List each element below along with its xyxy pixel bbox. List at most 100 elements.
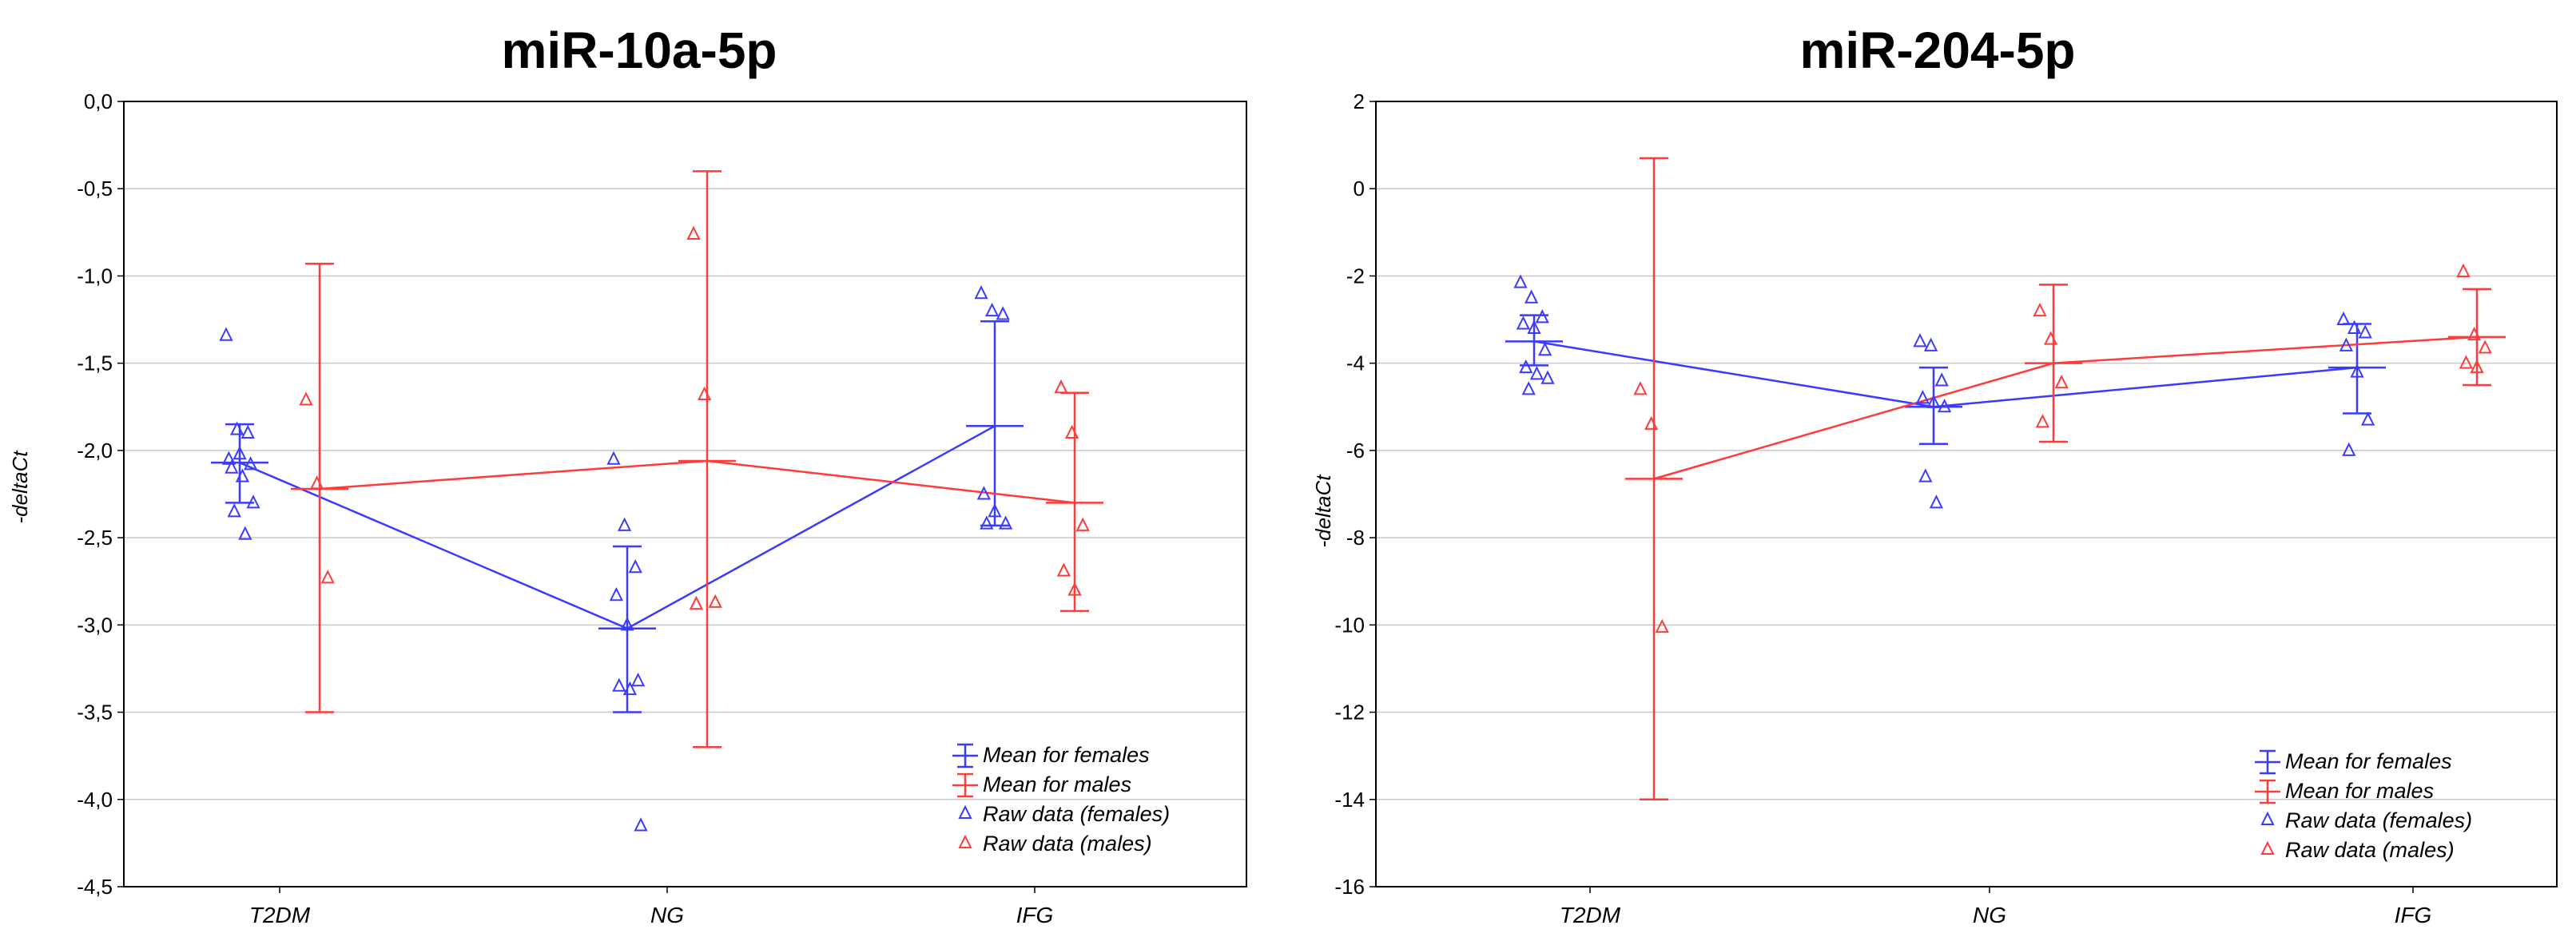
y-tick-label: -3,0 — [77, 613, 113, 637]
raw-point-males — [320, 570, 335, 584]
raw-point-males — [1655, 618, 1669, 633]
raw-point-females — [233, 446, 247, 460]
y-tick-label: 2 — [1354, 89, 1365, 113]
raw-point-females — [998, 515, 1013, 530]
x-tick-label: T2DM — [249, 903, 311, 927]
series-line-females — [239, 425, 996, 630]
raw-point-males — [1633, 381, 1648, 395]
raw-point-females — [612, 677, 626, 692]
raw-point-females — [2342, 442, 2356, 456]
error-bar-females — [2328, 323, 2386, 415]
error-bar-males — [1625, 157, 1683, 801]
raw-point-females — [1926, 394, 1941, 408]
x-tick-label: IFG — [2395, 903, 2432, 927]
chart-title: miR-204-5p — [1800, 22, 2076, 79]
raw-point-females — [1923, 337, 1938, 351]
raw-point-females — [1535, 309, 1549, 324]
raw-point-females — [225, 459, 239, 474]
y-tick-label: -10 — [1334, 613, 1365, 637]
x-tick-label: NG — [650, 903, 684, 927]
y-tick-label: -3,5 — [77, 701, 113, 725]
y-tick-label: -2 — [1346, 264, 1365, 288]
raw-point-males — [2467, 326, 2482, 341]
raw-point-males — [2033, 302, 2047, 317]
raw-point-females — [2339, 337, 2354, 351]
legend: Mean for females Mean for males Raw data (… — [2255, 749, 2472, 862]
raw-point-females — [1527, 320, 1541, 334]
raw-point-females — [2360, 411, 2375, 426]
chart-2: miR-204-5p 2 0 -2 -4 -6 -8 -10 -12 -14 -16 T2DM NG IF… — [1311, 22, 2558, 927]
legend-label: Raw data (females) — [983, 802, 1170, 826]
raw-point-females — [1937, 399, 1952, 413]
raw-point-females — [988, 503, 1002, 518]
raw-point-males — [1054, 379, 1068, 394]
raw-point-females — [628, 559, 642, 574]
y-tick-label: -1,0 — [77, 264, 113, 288]
raw-point-females — [1521, 381, 1536, 395]
chart-title: miR-10a-5p — [502, 22, 777, 79]
y-tick-label: -16 — [1334, 875, 1365, 899]
plot-frame — [123, 101, 1247, 887]
error-bar-males — [1046, 391, 1103, 613]
raw-point-females — [1524, 289, 1539, 304]
raw-point-males — [1644, 415, 1659, 431]
raw-point-males — [2035, 414, 2050, 428]
raw-point-females — [2336, 311, 2351, 326]
raw-point-females — [974, 285, 988, 300]
raw-point-females — [243, 456, 258, 471]
raw-point-females — [219, 327, 233, 341]
raw-point-females — [1913, 333, 1927, 347]
legend-label: Mean for females — [2285, 749, 2452, 773]
raw-point-males — [1064, 424, 1079, 439]
raw-point-females — [634, 817, 648, 832]
error-bar-males — [2448, 288, 2506, 387]
raw-point-females — [984, 302, 1000, 317]
y-tick-label: -14 — [1334, 788, 1365, 812]
raw-point-females — [1915, 390, 1930, 404]
y-axis-label: -deltaCt — [8, 450, 32, 524]
x-tick-label: IFG — [1016, 903, 1054, 927]
legend-label: Mean for females — [983, 743, 1150, 767]
series-line-males — [319, 459, 1075, 504]
raw-point-females — [630, 672, 646, 687]
raw-point-females — [2350, 363, 2364, 378]
raw-point-males — [2478, 339, 2492, 354]
raw-point-males — [1067, 582, 1082, 596]
raw-point-females — [221, 451, 237, 465]
chart-1: miR-10a-5p 0,0 -0,5 -1,0 -1,5 -2,0 -2,5 -3,0 -3,… — [8, 22, 1247, 927]
raw-point-females — [996, 306, 1010, 320]
legend-label: Raw data (males) — [983, 832, 1152, 856]
raw-point-females — [235, 468, 250, 482]
raw-point-females — [1516, 316, 1531, 330]
raw-point-females — [2358, 324, 2372, 339]
y-tick-label: 0,0 — [84, 89, 113, 113]
y-tick-label: -6 — [1346, 439, 1365, 463]
plot-frame — [1375, 101, 2558, 887]
legend: Mean for females Mean for males Raw data (… — [952, 743, 1170, 856]
raw-point-males — [689, 595, 704, 610]
y-tick-label: -2,5 — [77, 526, 113, 550]
raw-point-females — [1529, 366, 1544, 380]
raw-point-males — [2043, 331, 2058, 345]
raw-point-females — [1540, 370, 1555, 384]
raw-point-males — [1056, 562, 1071, 577]
raw-point-females — [1513, 274, 1528, 288]
error-bar-females — [966, 320, 1024, 527]
y-tick-label: -12 — [1334, 701, 1365, 725]
raw-point-males — [2470, 359, 2484, 374]
y-tick-label: 0 — [1354, 177, 1365, 201]
legend-symbol — [958, 834, 972, 848]
y-tick-label: -4,0 — [77, 788, 113, 812]
y-tick-label: -0,5 — [77, 177, 113, 201]
y-tick-label: -2,0 — [77, 439, 113, 463]
error-bar-males — [678, 170, 736, 748]
raw-point-males — [697, 386, 712, 400]
y-axis-label: -deltaCt — [1311, 474, 1335, 548]
x-tick-label: NG — [1973, 903, 2006, 927]
raw-point-females — [620, 617, 634, 631]
raw-point-females — [1537, 342, 1552, 356]
raw-point-males — [2054, 375, 2069, 389]
raw-point-females — [229, 421, 244, 435]
